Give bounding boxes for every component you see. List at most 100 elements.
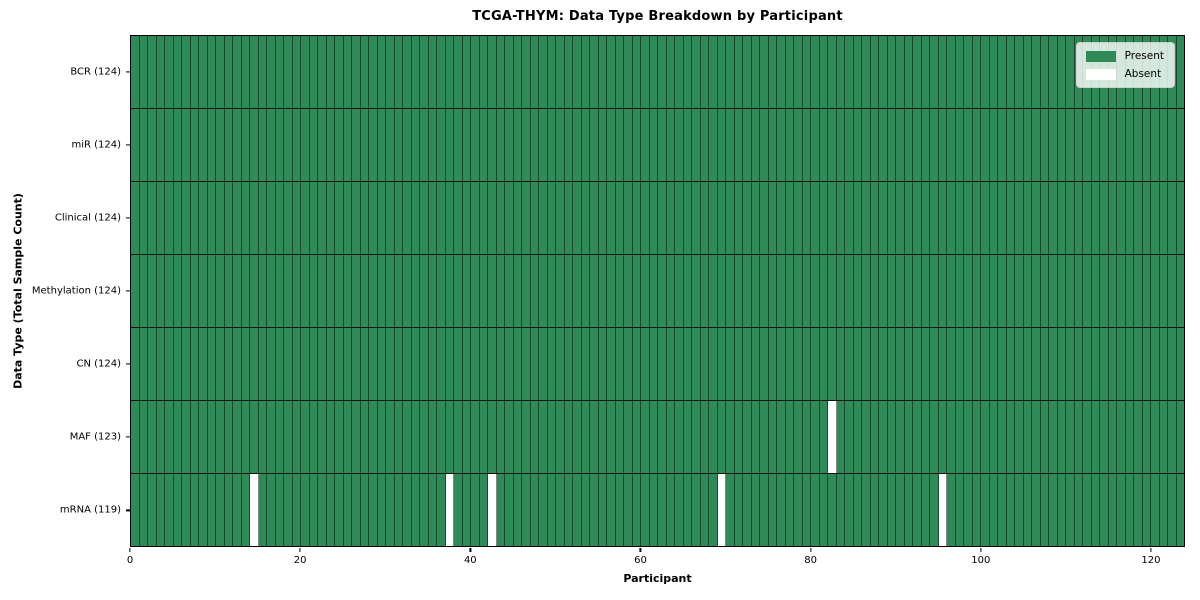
heatmap-cell-present — [972, 182, 981, 254]
heatmap-cell-present — [437, 36, 446, 108]
heatmap-cell-present — [743, 328, 752, 400]
heatmap-cell-present — [165, 474, 174, 546]
heatmap-cell-present — [1032, 255, 1041, 327]
heatmap-cell-present — [683, 182, 692, 254]
heatmap-cell-present — [326, 328, 335, 400]
heatmap-cell-present — [156, 109, 165, 181]
heatmap-cell-present — [938, 255, 947, 327]
heatmap-cell-present — [267, 474, 276, 546]
heatmap-cell-present — [734, 328, 743, 400]
heatmap-cell-present — [513, 401, 522, 473]
heatmap-cell-present — [190, 401, 199, 473]
heatmap-cell-present — [411, 328, 420, 400]
heatmap-cell-present — [1108, 109, 1117, 181]
heatmap-cell-present — [505, 109, 514, 181]
heatmap-cell-present — [224, 328, 233, 400]
heatmap-cell-present — [250, 182, 259, 254]
heatmap-cell-present — [182, 474, 191, 546]
heatmap-cell-present — [216, 36, 225, 108]
heatmap-cell-present — [683, 401, 692, 473]
heatmap-cell-present — [811, 474, 820, 546]
x-tick-mark — [129, 548, 131, 552]
heatmap-cell-present — [241, 474, 250, 546]
heatmap-cell-present — [403, 109, 412, 181]
heatmap-cell-present — [1134, 474, 1143, 546]
heatmap-cell-present — [777, 182, 786, 254]
x-tick-label: 120 — [1141, 555, 1161, 566]
heatmap-cell-present — [156, 36, 165, 108]
heatmap-cell-present — [267, 36, 276, 108]
heatmap-cell-present — [1023, 255, 1032, 327]
heatmap-cell-present — [743, 36, 752, 108]
heatmap-cell-present — [148, 328, 157, 400]
heatmap-cell-present — [1049, 182, 1058, 254]
heatmap-cell-present — [547, 401, 556, 473]
heatmap-cell-present — [233, 401, 242, 473]
heatmap-cell-present — [301, 328, 310, 400]
heatmap-cell-present — [420, 182, 429, 254]
heatmap-cell-present — [1074, 255, 1083, 327]
heatmap-cell-present — [199, 255, 208, 327]
heatmap-cell-present — [930, 401, 939, 473]
heatmap-cell-present — [624, 474, 633, 546]
heatmap-cell-present — [870, 401, 879, 473]
y-tick-label: mRNA (119) — [59, 504, 121, 516]
heatmap-cell-present — [802, 36, 811, 108]
heatmap-cell-present — [1023, 474, 1032, 546]
x-axis-title: Participant — [623, 572, 692, 585]
heatmap-cell-present — [224, 182, 233, 254]
heatmap-cell-present — [658, 182, 667, 254]
heatmap-cell-present — [785, 109, 794, 181]
heatmap-cell-present — [556, 474, 565, 546]
heatmap-cell-present — [275, 328, 284, 400]
heatmap-cell-present — [411, 109, 420, 181]
heatmap-cell-present — [530, 36, 539, 108]
heatmap-cell-present — [641, 109, 650, 181]
heatmap-cell-present — [1168, 401, 1177, 473]
heatmap-cell-present — [1151, 401, 1160, 473]
heatmap-cell-present — [207, 474, 216, 546]
heatmap-cell-present — [598, 328, 607, 400]
heatmap-cell-present — [1006, 401, 1015, 473]
heatmap-cell-present — [989, 255, 998, 327]
heatmap-cell-present — [1040, 109, 1049, 181]
heatmap-cell-present — [479, 328, 488, 400]
heatmap-cell-present — [386, 36, 395, 108]
heatmap-cell-present — [709, 255, 718, 327]
heatmap-cell-present — [403, 36, 412, 108]
heatmap-cell-present — [564, 255, 573, 327]
heatmap-cell-present — [811, 255, 820, 327]
heatmap-cell-present — [734, 182, 743, 254]
heatmap-cell-present — [590, 182, 599, 254]
heatmap-cell-present — [182, 401, 191, 473]
heatmap-cell-present — [743, 474, 752, 546]
heatmap-cell-present — [794, 109, 803, 181]
heatmap-cell-present — [343, 328, 352, 400]
heatmap-cell-present — [981, 109, 990, 181]
heatmap-cell-present — [1006, 474, 1015, 546]
y-tick-mark — [126, 144, 130, 146]
heatmap-cell-present — [573, 182, 582, 254]
heatmap-cell-present — [794, 401, 803, 473]
heatmap-cell-present — [530, 401, 539, 473]
heatmap-cell-present — [607, 182, 616, 254]
heatmap-cell-present — [938, 401, 947, 473]
heatmap-cell-present — [216, 474, 225, 546]
heatmap-cell-present — [479, 401, 488, 473]
heatmap-cell-present — [326, 182, 335, 254]
heatmap-cell-absent — [488, 474, 497, 546]
heatmap-cell-present — [1040, 182, 1049, 254]
heatmap-cell-present — [904, 401, 913, 473]
heatmap-cell-present — [386, 328, 395, 400]
heatmap-cell-present — [292, 109, 301, 181]
heatmap-cell-present — [318, 109, 327, 181]
heatmap-cell-present — [131, 401, 140, 473]
heatmap-cell-present — [573, 255, 582, 327]
legend-label-present: Present — [1124, 50, 1164, 62]
heatmap-cell-present — [692, 401, 701, 473]
x-tick-label: 60 — [634, 555, 647, 566]
heatmap-cell-present — [199, 401, 208, 473]
heatmap-cell-present — [360, 182, 369, 254]
heatmap-cell-present — [148, 36, 157, 108]
x-tick-label: 0 — [126, 555, 134, 566]
